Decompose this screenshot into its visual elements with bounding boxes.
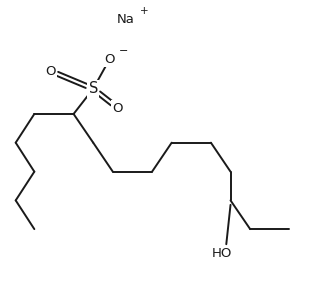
Text: −: − [119, 46, 128, 56]
Text: +: + [140, 6, 148, 16]
Text: O: O [104, 53, 115, 66]
Text: S: S [89, 81, 98, 96]
Text: HO: HO [212, 247, 232, 260]
Text: O: O [112, 102, 123, 115]
Text: Na: Na [117, 13, 135, 26]
Text: O: O [45, 65, 56, 78]
